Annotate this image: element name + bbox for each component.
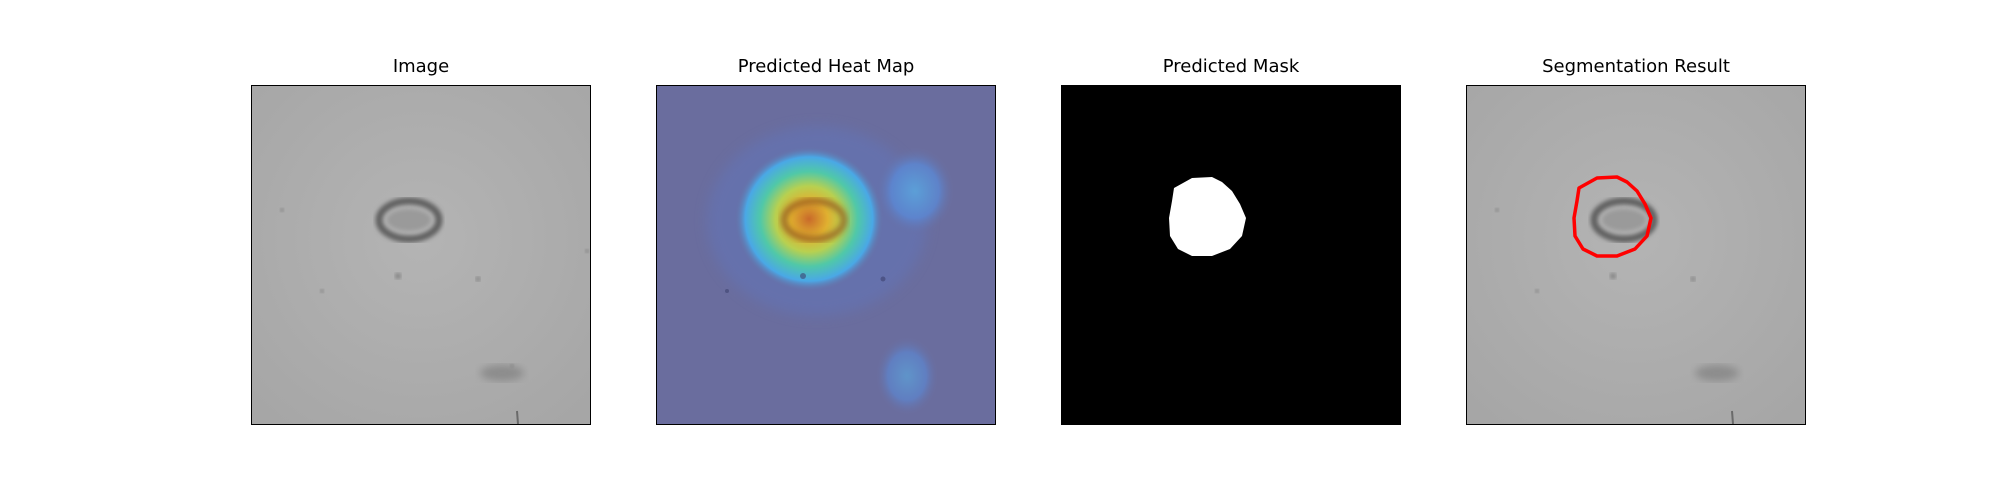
image-title: Image xyxy=(392,56,450,77)
segmentation-contour xyxy=(1572,175,1653,258)
heat-side-blob xyxy=(875,146,955,236)
heat-hotspot xyxy=(734,146,884,292)
mask-background xyxy=(1062,86,1400,424)
heatmap-title: Predicted Heat Map xyxy=(737,56,915,77)
mask-frame xyxy=(1061,85,1401,425)
heatmap-ring-overlay xyxy=(781,198,847,242)
smudge-mark xyxy=(480,365,524,381)
segmentation-canvas xyxy=(1467,86,1805,424)
heat-bottom-blob xyxy=(875,336,939,416)
segmentation-title: Segmentation Result xyxy=(1542,56,1730,77)
mask-region xyxy=(1169,177,1246,256)
heatmap-frame xyxy=(656,85,996,425)
mask-canvas xyxy=(1062,86,1400,424)
segmentation-ring-particle xyxy=(1590,197,1658,243)
ring-particle xyxy=(375,197,443,243)
edge-scratch xyxy=(516,410,519,424)
heatmap-canvas xyxy=(657,86,995,424)
segmentation-background xyxy=(1467,86,1805,424)
image-canvas xyxy=(252,86,590,424)
heatmap-speck-overlay xyxy=(725,273,886,293)
segmentation-frame xyxy=(1466,85,1806,425)
segmentation-specks xyxy=(1495,208,1696,293)
segmentation-scratch xyxy=(1731,410,1734,424)
mask-title: Predicted Mask xyxy=(1162,56,1300,77)
image-background xyxy=(252,86,590,424)
image-frame xyxy=(251,85,591,425)
background-specks xyxy=(280,208,589,368)
segmentation-smudge xyxy=(1695,365,1739,381)
